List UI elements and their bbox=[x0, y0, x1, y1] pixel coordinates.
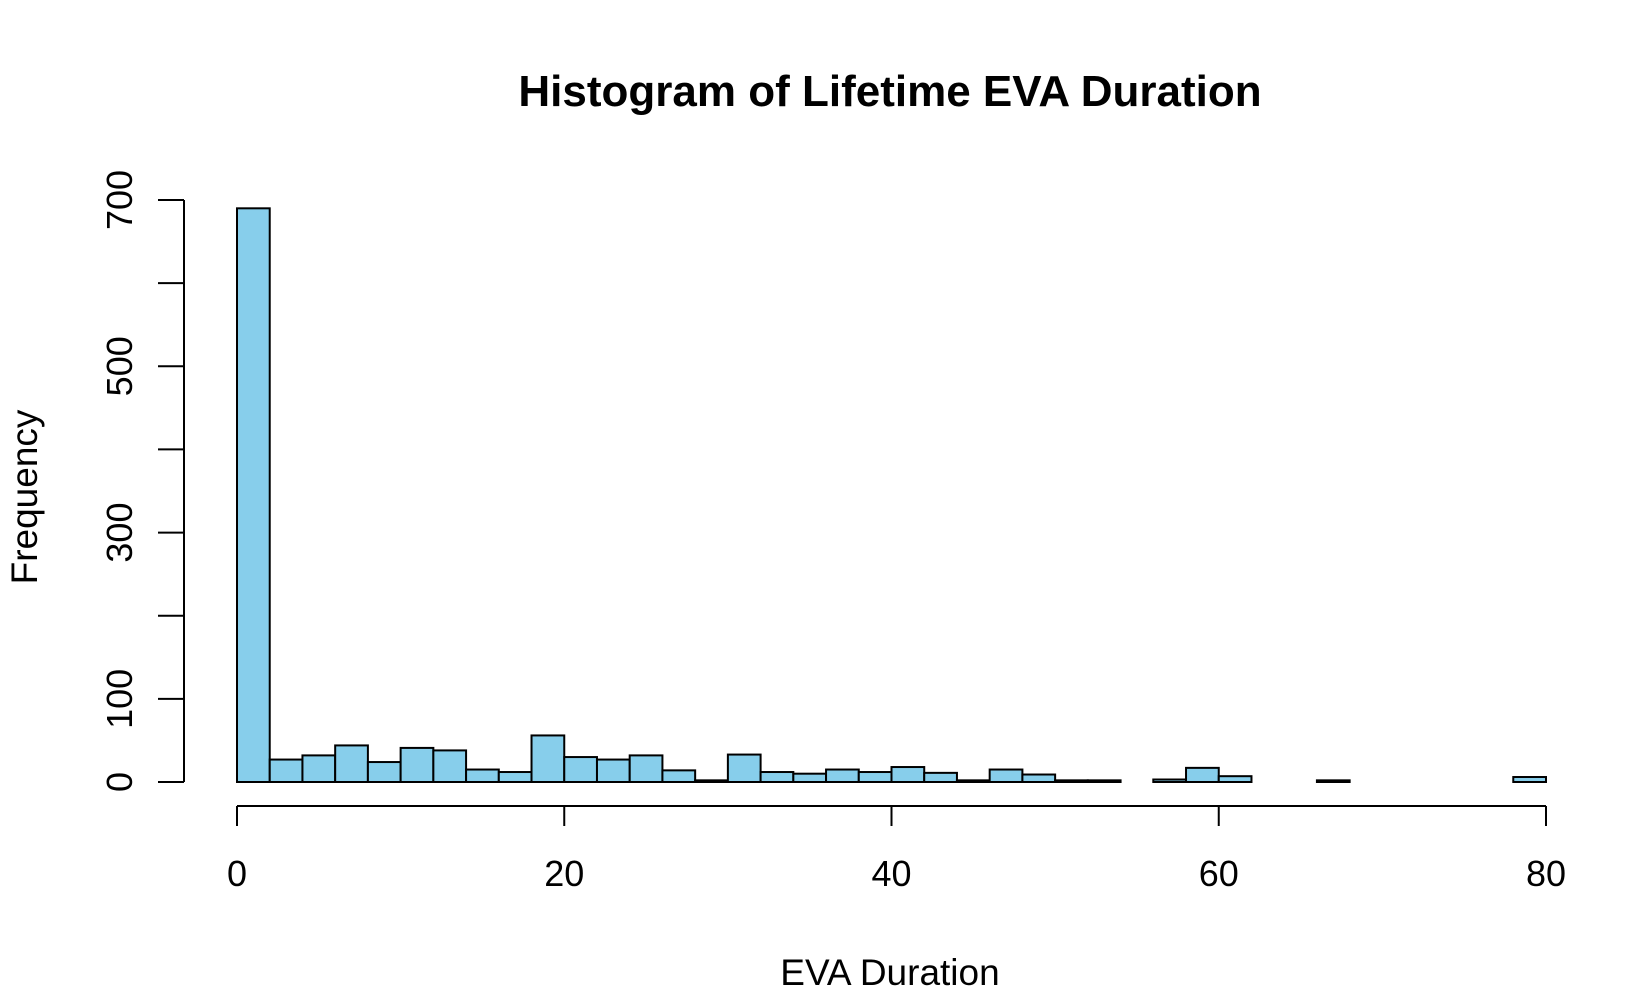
x-axis-label: EVA Duration bbox=[780, 952, 999, 993]
histogram-bar bbox=[628, 754, 664, 784]
x-tick-label: 60 bbox=[1199, 853, 1239, 894]
x-tick-label: 80 bbox=[1526, 853, 1566, 894]
histogram-bar bbox=[1512, 776, 1548, 783]
histogram-bar bbox=[1054, 779, 1089, 784]
histogram-bar bbox=[334, 744, 369, 783]
histogram-bar bbox=[465, 768, 500, 783]
histogram-bar bbox=[236, 207, 271, 784]
histogram-bar bbox=[1315, 779, 1351, 784]
histogram-bar bbox=[366, 761, 402, 784]
x-tick-label: 0 bbox=[227, 853, 247, 894]
y-axis-label: Frequency bbox=[4, 409, 45, 584]
histogram-bar bbox=[759, 771, 795, 783]
histogram-bar bbox=[857, 771, 893, 783]
bars bbox=[236, 207, 1548, 784]
histogram-bar bbox=[399, 746, 435, 784]
y-tick-label: 300 bbox=[99, 503, 140, 563]
histogram-bar bbox=[497, 771, 533, 783]
chart-title: Histogram of Lifetime EVA Duration bbox=[518, 67, 1261, 116]
histogram-bar bbox=[563, 756, 598, 783]
histogram-bar bbox=[988, 768, 1024, 783]
histogram-bar bbox=[661, 769, 697, 783]
y-tick-label: 0 bbox=[99, 772, 140, 792]
histogram-bar bbox=[432, 749, 468, 783]
histogram-bar bbox=[301, 754, 337, 784]
histogram-bar bbox=[1021, 773, 1057, 784]
histogram-bar bbox=[1217, 775, 1253, 783]
x-tick-label: 20 bbox=[544, 853, 584, 894]
histogram-bar bbox=[530, 734, 566, 784]
histogram-bar bbox=[955, 779, 991, 784]
histogram-bar bbox=[825, 768, 860, 783]
y-tick-label: 700 bbox=[99, 170, 140, 230]
y-tick-label: 100 bbox=[99, 669, 140, 729]
histogram-bar bbox=[726, 753, 762, 784]
histogram-bar bbox=[268, 758, 304, 784]
y-axis: 0 100 300 500 700 bbox=[99, 170, 185, 792]
histogram-bar bbox=[1185, 766, 1220, 784]
histogram-bar bbox=[1086, 779, 1122, 784]
histogram-bar bbox=[1152, 778, 1188, 784]
histogram-bar bbox=[792, 772, 828, 784]
histogram-bar bbox=[595, 758, 631, 784]
y-tick-label: 500 bbox=[99, 336, 140, 396]
x-axis: 0 20 40 60 80 bbox=[227, 805, 1566, 894]
histogram-bar bbox=[890, 766, 926, 784]
histogram-bar bbox=[694, 779, 729, 784]
histogram-bar bbox=[923, 771, 958, 784]
x-tick-label: 40 bbox=[871, 853, 911, 894]
